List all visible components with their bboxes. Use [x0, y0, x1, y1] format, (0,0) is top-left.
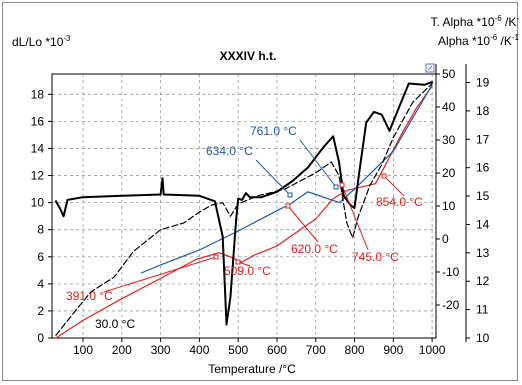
x-tick-label: 800 — [345, 343, 365, 357]
left-axis-label: dL/Lo *10-3 — [12, 34, 71, 49]
x-tick-label: 500 — [228, 343, 248, 357]
left-tick-label: 8 — [37, 223, 44, 237]
annotation-leader — [341, 184, 369, 251]
t-alpha-tick-label: 16 — [476, 161, 490, 175]
t-alpha-tick-label: 15 — [476, 189, 490, 203]
alpha-tick-label: 20 — [442, 166, 456, 180]
alpha-tick-label: 40 — [442, 100, 456, 114]
alpha-tick-label: -10 — [442, 265, 460, 279]
left-tick-label: 0 — [37, 331, 44, 345]
alpha-tick-label: 50 — [442, 67, 456, 81]
annotation-marker — [213, 254, 219, 260]
annotation-leader — [287, 205, 319, 243]
annotation-leader — [255, 159, 291, 196]
t-alpha-tick-label: 12 — [476, 274, 490, 288]
annotation-marker — [333, 184, 339, 190]
t-alpha-tick-label: 17 — [476, 132, 490, 146]
blue-expansion-curve — [140, 84, 433, 274]
alpha-tick-label: -20 — [442, 298, 460, 312]
x-axis-label: Temperature /°C — [208, 362, 296, 376]
dashed-curve — [55, 82, 433, 336]
tick-labels: 100 200 300 400 500 600 700 800 900 1000024681012… — [31, 67, 490, 357]
annotation-label: 854.0 °C — [376, 195, 423, 209]
annotation-marker — [381, 173, 387, 179]
t-alpha-tick-label: 11 — [476, 303, 489, 317]
annotation-label: 509.0 °C — [224, 264, 271, 278]
x-tick-label: 400 — [189, 343, 209, 357]
annotation-marker — [235, 259, 241, 265]
t-alpha-tick-label: 18 — [476, 104, 490, 118]
left-tick-label: 10 — [31, 196, 45, 210]
annotation-marker — [339, 182, 345, 188]
t-alpha-axis-label: T. Alpha *10-6 /K- — [430, 14, 519, 29]
left-tick-label: 6 — [37, 250, 44, 264]
data-series — [54, 81, 434, 339]
alpha-tick-label: 10 — [442, 199, 456, 213]
annotation-leader — [103, 256, 217, 293]
t-alpha-tick-label: 19 — [476, 76, 490, 90]
x-tick-label: 700 — [306, 343, 326, 357]
annotation-marker — [287, 192, 293, 198]
black-alpha-curve — [54, 81, 434, 326]
annotation-leader — [299, 139, 337, 188]
annotation-markers — [103, 139, 405, 293]
left-tick-label: 14 — [31, 141, 45, 155]
x-tick-label: 200 — [112, 343, 132, 357]
left-tick-label: 2 — [37, 304, 44, 318]
chart-title: XXXIV h.t. — [220, 49, 277, 63]
red-expansion-curve — [55, 85, 433, 339]
annotation-leader — [383, 175, 405, 197]
alpha-tick-label: 30 — [442, 133, 456, 147]
x-tick-label: 300 — [151, 343, 171, 357]
annotation-label: 761.0 °C — [250, 124, 297, 138]
annotation-label: 634.0 °C — [206, 144, 253, 158]
left-tick-label: 16 — [31, 114, 45, 128]
alpha-axis-label: Alpha *10-6 /K-1 — [438, 33, 520, 48]
t-alpha-tick-label: 13 — [476, 246, 490, 260]
annotation-marker — [285, 203, 291, 209]
t-alpha-tick-label: 10 — [476, 331, 490, 345]
alpha-tick-label: 0 — [442, 232, 449, 246]
left-tick-label: 12 — [31, 169, 45, 183]
left-tick-label: 18 — [31, 87, 45, 101]
legend-toggle-icon[interactable] — [425, 63, 435, 73]
annotations: 30.0 °C 391.0 °C 509.0 °C 620.0 °C 745.0 °C 8… — [66, 124, 423, 331]
x-tick-label: 600 — [267, 343, 287, 357]
annotation-label: 745.0 °C — [352, 250, 399, 264]
annotation-label: 30.0 °C — [95, 317, 135, 331]
x-tick-label: 100 — [73, 343, 93, 357]
t-alpha-tick-label: 14 — [476, 217, 490, 231]
left-tick-label: 4 — [37, 277, 44, 291]
x-tick-label: 900 — [383, 343, 403, 357]
annotation-label: 391.0 °C — [66, 289, 113, 303]
annotation-label: 620.0 °C — [291, 242, 338, 256]
x-tick-label: 1000 — [419, 343, 446, 357]
